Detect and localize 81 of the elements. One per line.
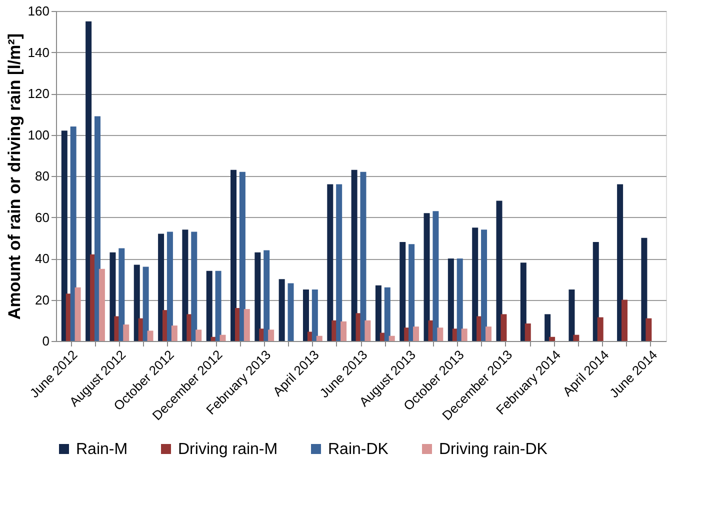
bar	[230, 170, 237, 341]
bar	[500, 314, 507, 341]
y-tick-label: 120	[28, 86, 50, 101]
y-tick-label: 160	[28, 4, 50, 18]
bar	[171, 326, 178, 341]
y-tick-label: 100	[28, 127, 50, 142]
y-tick-label: 80	[35, 168, 50, 184]
bar	[244, 309, 250, 341]
bar	[98, 268, 105, 341]
bar	[592, 242, 599, 341]
bar	[316, 336, 322, 341]
bar	[375, 285, 382, 341]
bar	[158, 234, 164, 341]
bar	[142, 266, 149, 341]
bar	[327, 184, 334, 341]
bar	[110, 252, 116, 341]
bar	[641, 238, 648, 341]
bar	[424, 213, 430, 341]
bar	[86, 21, 92, 341]
bar	[413, 326, 420, 341]
bar	[239, 172, 246, 341]
bar	[206, 270, 212, 341]
legend-label: Driving rain-M	[178, 441, 278, 458]
bar	[646, 318, 652, 341]
bar	[268, 330, 274, 341]
bar	[288, 283, 294, 341]
bar	[364, 320, 371, 341]
bar	[461, 328, 468, 341]
bar	[573, 334, 580, 341]
bar	[360, 172, 366, 341]
bar	[622, 300, 628, 341]
bar	[549, 336, 556, 341]
bar	[617, 184, 624, 341]
bar	[437, 328, 444, 341]
bar	[340, 321, 347, 341]
bar	[485, 326, 492, 341]
bar	[456, 258, 463, 341]
bar	[312, 289, 318, 341]
bar	[448, 258, 454, 341]
bar	[118, 248, 125, 341]
bar	[166, 232, 173, 341]
y-tick-label: 140	[28, 44, 50, 60]
legend-label: Rain-DK	[328, 441, 389, 458]
bar	[524, 323, 531, 341]
bar	[220, 334, 226, 341]
legend-label: Driving rain-DK	[439, 441, 548, 458]
y-axis-title: Amount of rain or driving rain [l/m²]	[4, 33, 24, 320]
bar	[496, 200, 502, 341]
bar	[568, 289, 575, 341]
bar	[544, 314, 551, 341]
bar	[278, 279, 285, 341]
bar	[264, 250, 270, 341]
bar	[123, 324, 130, 341]
bar	[254, 252, 261, 341]
bar	[196, 330, 202, 341]
bar	[134, 264, 140, 341]
legend-label: Rain-M	[76, 441, 128, 458]
bar	[481, 230, 488, 341]
bar	[302, 289, 309, 341]
bar	[408, 244, 415, 341]
bar	[215, 270, 222, 341]
y-tick-label: 0	[42, 334, 50, 348]
bar	[182, 230, 188, 341]
bar	[597, 317, 604, 341]
bar	[400, 242, 406, 341]
y-tick-label: 60	[35, 210, 50, 225]
bar	[472, 228, 478, 341]
bar	[384, 287, 390, 341]
bar	[388, 336, 395, 341]
bar	[61, 130, 68, 341]
bar	[351, 170, 358, 341]
bar	[94, 116, 100, 341]
bar	[70, 126, 76, 341]
y-tick-label: 20	[35, 292, 50, 308]
bar	[432, 211, 439, 341]
bar	[191, 232, 198, 341]
bar	[336, 184, 342, 341]
bar	[147, 330, 154, 341]
bar	[520, 262, 526, 341]
bar	[74, 287, 81, 341]
y-tick-label: 40	[35, 251, 50, 266]
